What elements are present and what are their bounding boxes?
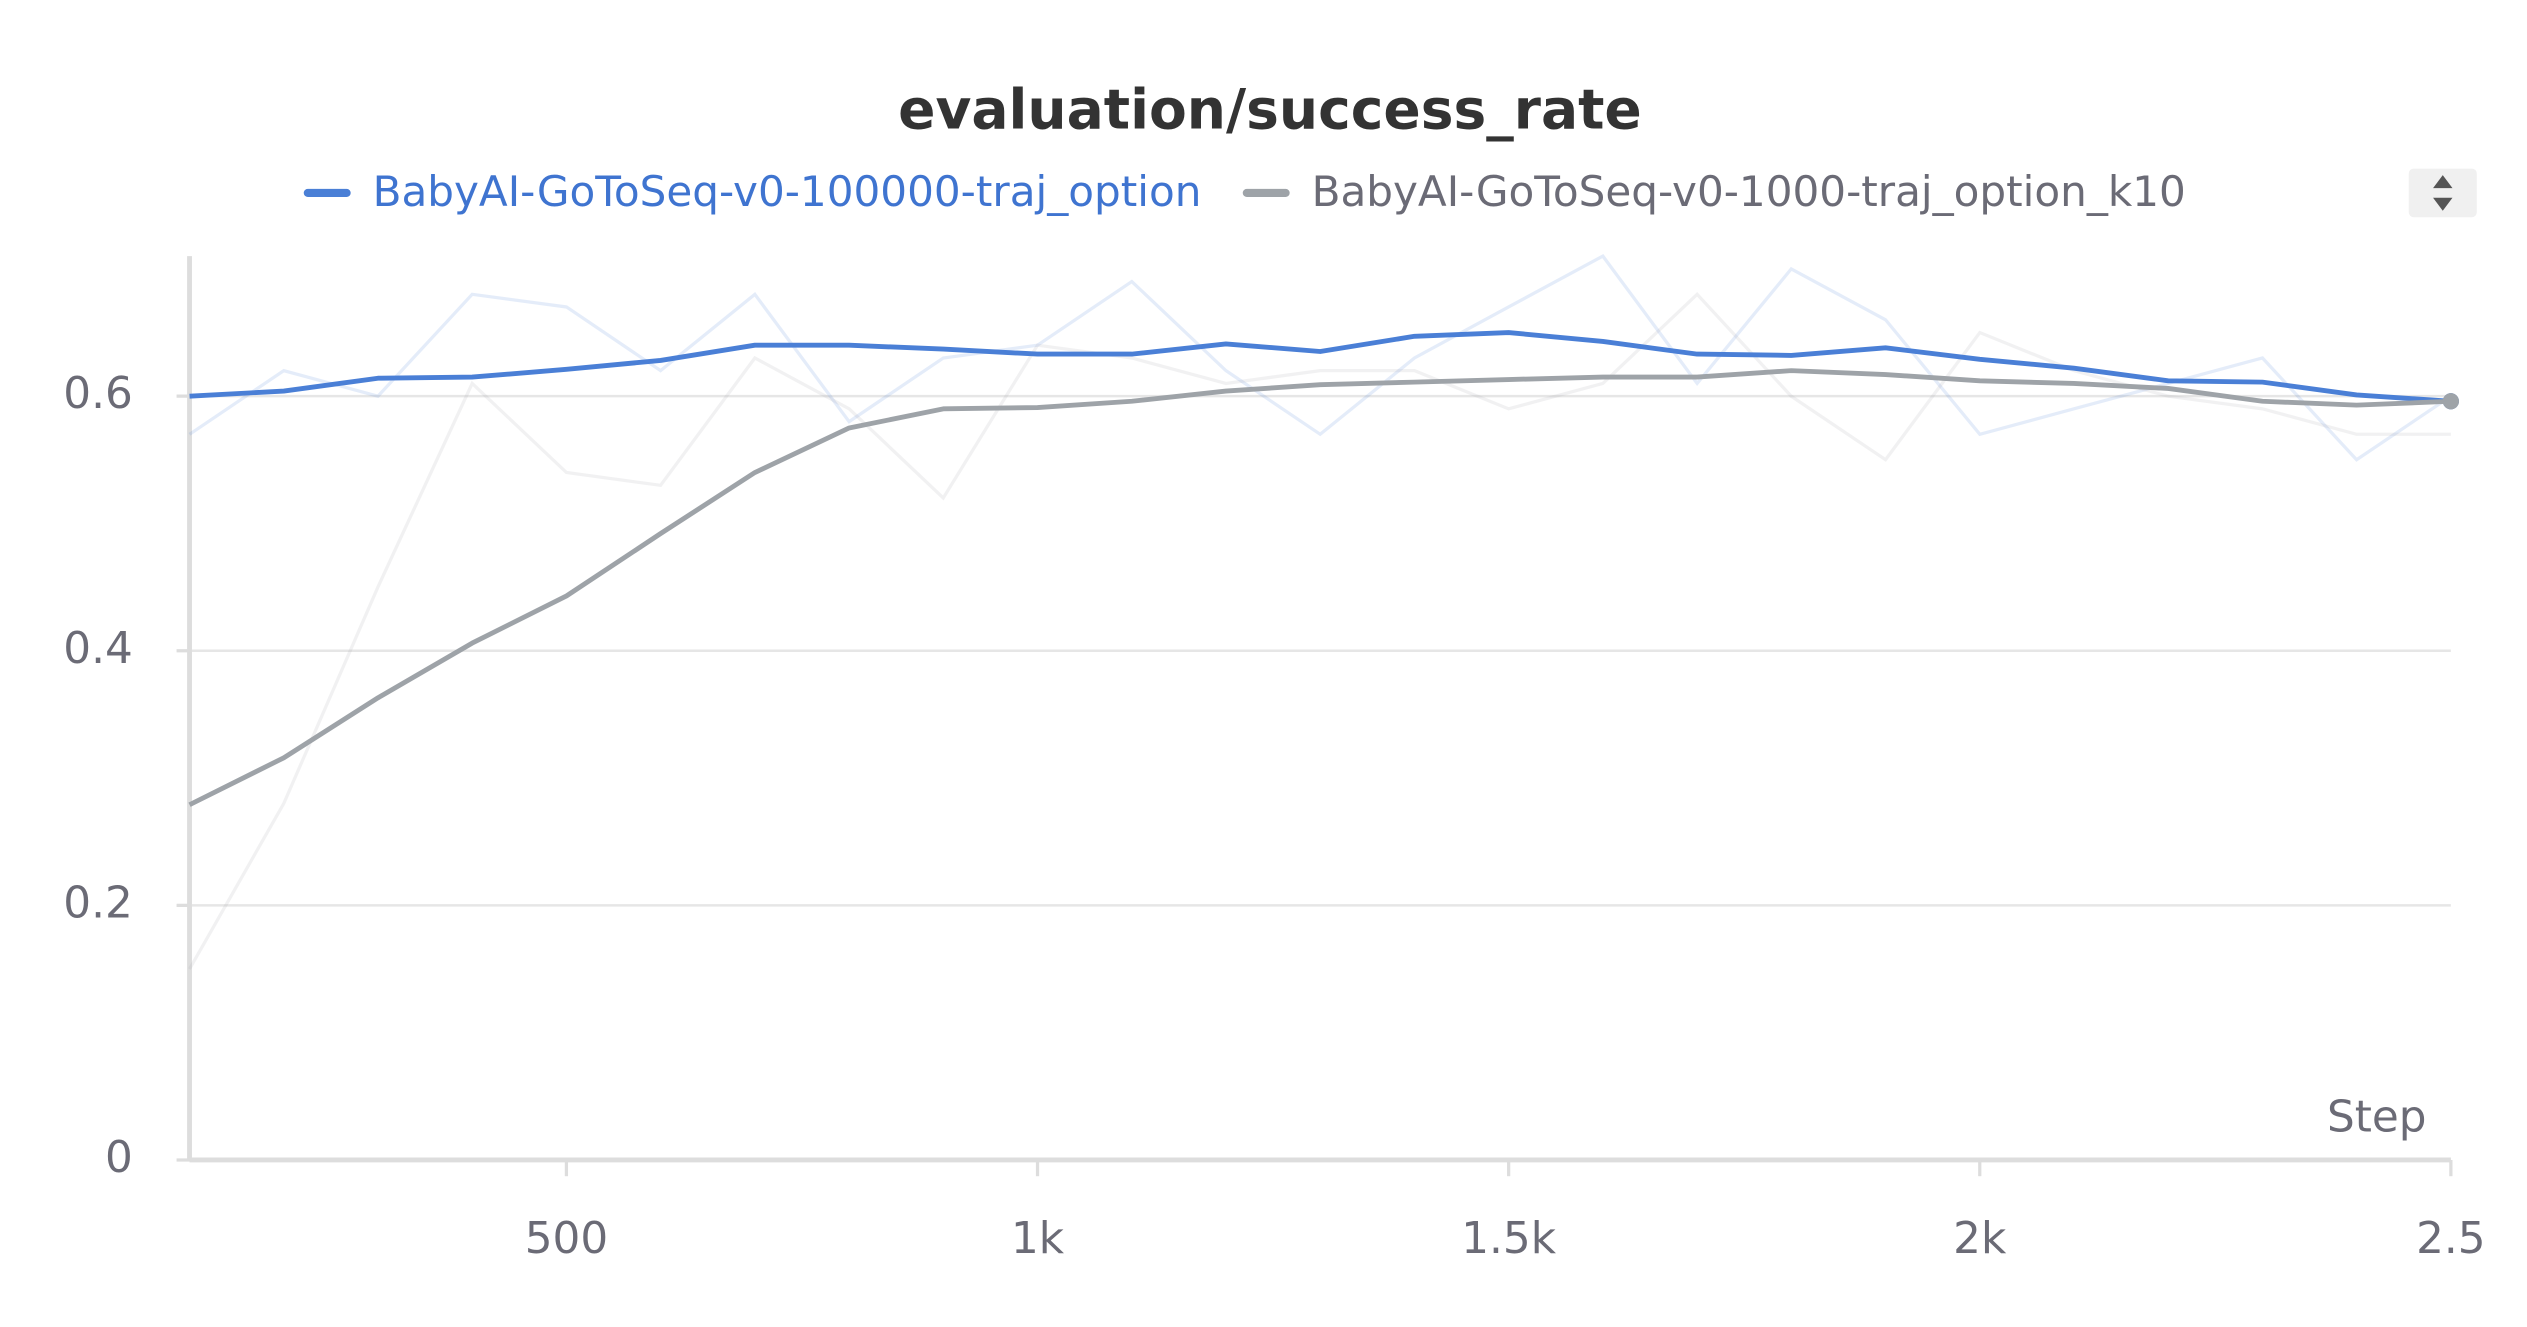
series-line [188,368,2451,807]
legend-label: BabyAI-GoToSeq-v0-100000-traj_option [373,167,1202,216]
legend-scroll[interactable] [2408,168,2477,218]
x-tick-label: 2.5 [2416,1213,2486,1264]
end-dot [2442,393,2459,410]
y-tick-label: 0.6 [63,368,133,419]
scroll-arrows [2433,175,2453,211]
raw-line [188,254,2452,462]
y-tick-label: 0.4 [63,623,133,674]
x-tick-label: 1k [1011,1213,1065,1264]
legend-label: BabyAI-GoToSeq-v0-1000-traj_option_k10 [1312,167,2186,216]
x-axis-label: Step [2327,1091,2427,1142]
x-tick-label: 500 [525,1213,608,1264]
chart-title: evaluation/success_rate [898,78,1642,142]
y-tick-label: 0.2 [63,877,133,928]
x-tick-label: 2k [1953,1213,2007,1264]
y-tick-label: 0 [105,1132,133,1183]
x-tick-label: 1.5k [1461,1213,1557,1264]
series-line [189,330,2452,404]
scroll-button[interactable] [2408,168,2477,218]
